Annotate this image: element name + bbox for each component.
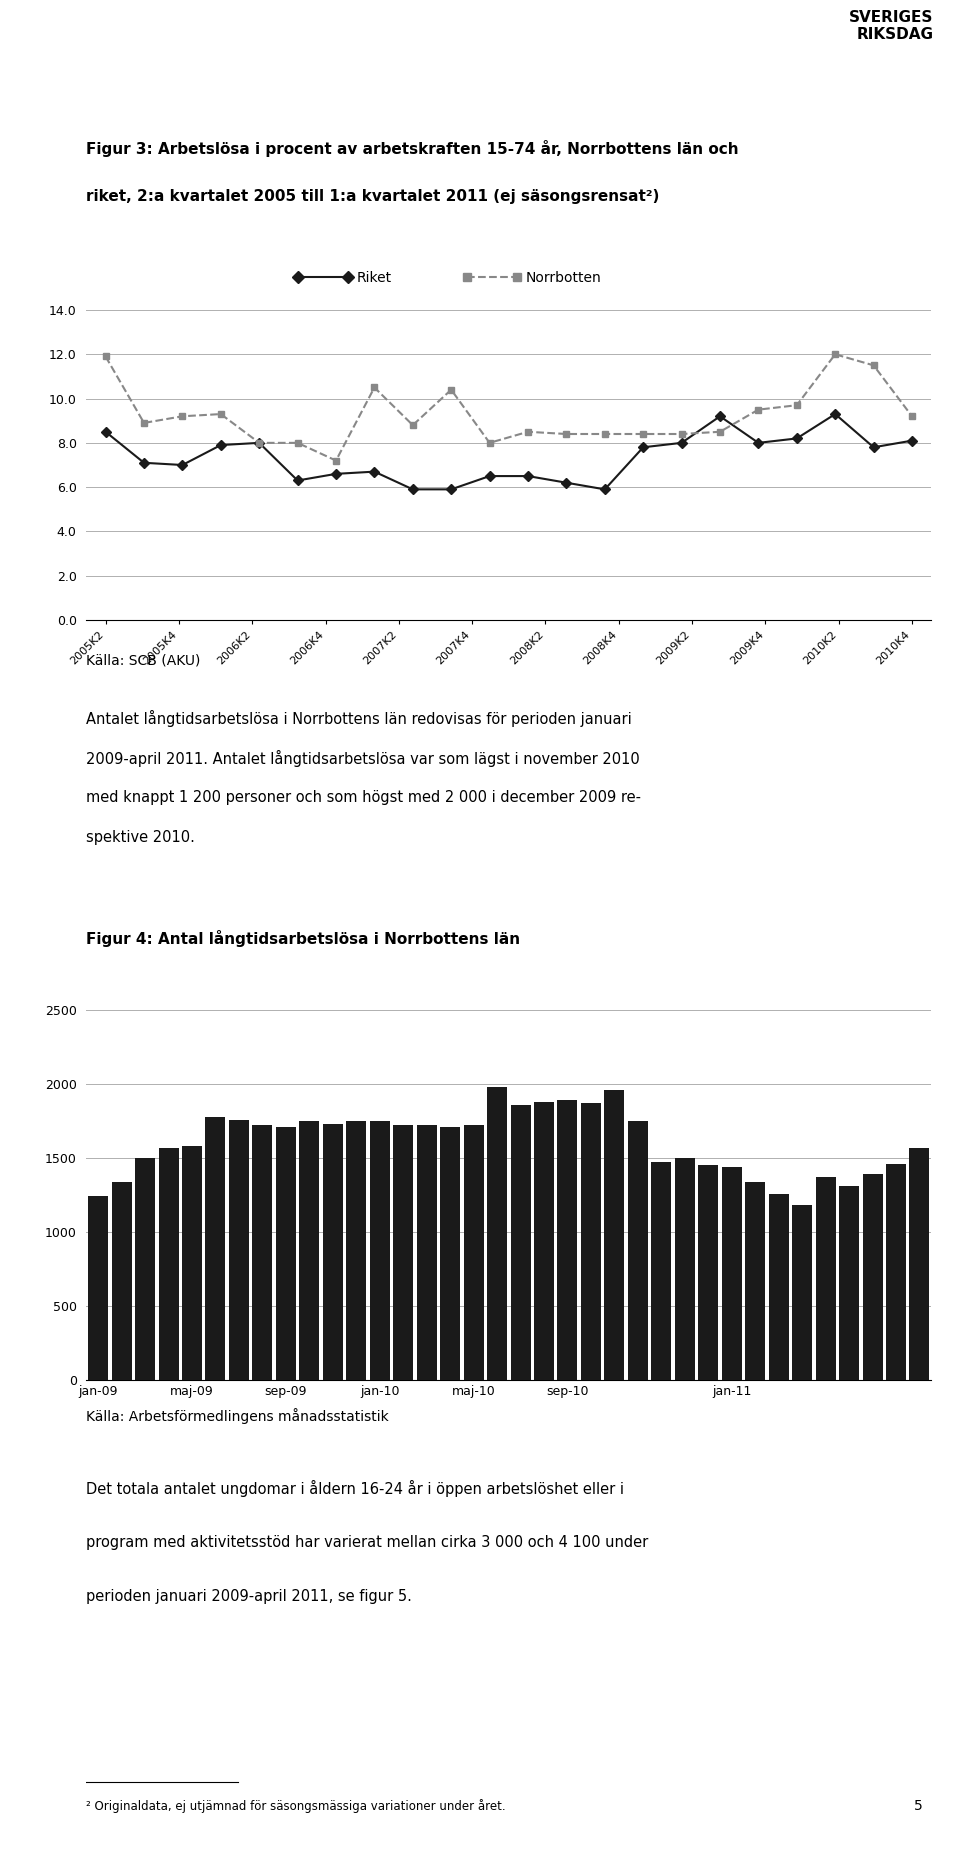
Text: 2009-april 2011. Antalet långtidsarbetslösa var som lägst i november 2010: 2009-april 2011. Antalet långtidsarbetsl… — [86, 749, 640, 768]
Bar — [651, 1163, 671, 1380]
Bar — [863, 1174, 882, 1380]
Text: Figur 3: Arbetslösa i procent av arbetskraften 15-74 år, Norrbottens län och: Figur 3: Arbetslösa i procent av arbetsk… — [86, 140, 739, 157]
Bar — [816, 1178, 835, 1380]
Bar — [745, 1182, 765, 1380]
Bar — [558, 1099, 578, 1380]
Text: med knappt 1 200 personer och som högst med 2 000 i december 2009 re-: med knappt 1 200 personer och som högst … — [86, 790, 641, 805]
Bar — [135, 1158, 155, 1380]
Bar — [511, 1105, 531, 1380]
Bar — [417, 1126, 437, 1380]
Text: SVERIGES
RIKSDAG: SVERIGES RIKSDAG — [850, 9, 933, 41]
Bar — [300, 1122, 320, 1380]
Text: Det totala antalet ungdomar i åldern 16-24 år i öppen arbetslöshet eller i: Det totala antalet ungdomar i åldern 16-… — [86, 1480, 624, 1497]
Bar — [440, 1128, 460, 1380]
Bar — [88, 1197, 108, 1380]
Bar — [909, 1148, 929, 1380]
Bar — [605, 1090, 624, 1380]
Text: Antalet långtidsarbetslösa i Norrbottens län redovisas för perioden januari: Antalet långtidsarbetslösa i Norrbottens… — [86, 710, 632, 727]
Bar — [158, 1148, 179, 1380]
Bar — [394, 1126, 413, 1380]
Text: Riket: Riket — [357, 270, 392, 285]
Bar — [769, 1193, 789, 1380]
Bar — [534, 1101, 554, 1380]
Bar — [182, 1146, 202, 1380]
Text: perioden januari 2009-april 2011, se figur 5.: perioden januari 2009-april 2011, se fig… — [86, 1588, 412, 1603]
Bar — [675, 1158, 695, 1380]
Bar — [886, 1163, 906, 1380]
Text: 5: 5 — [914, 1798, 923, 1813]
Bar — [252, 1126, 273, 1380]
Bar — [792, 1206, 812, 1380]
Bar — [581, 1103, 601, 1380]
Bar — [323, 1124, 343, 1380]
Text: Källa: Arbetsförmedlingens månadsstatistik: Källa: Arbetsförmedlingens månadsstatist… — [86, 1408, 389, 1423]
Text: Figur 4: Antal långtidsarbetslösa i Norrbottens län: Figur 4: Antal långtidsarbetslösa i Norr… — [86, 931, 520, 948]
Text: ² Originaldata, ej utjämnad för säsongsmässiga variationer under året.: ² Originaldata, ej utjämnad för säsongsm… — [86, 1798, 506, 1813]
Bar — [228, 1120, 249, 1380]
Bar — [276, 1128, 296, 1380]
Text: spektive 2010.: spektive 2010. — [86, 830, 195, 845]
Bar — [464, 1126, 484, 1380]
Text: Källa: SCB (AKU): Källa: SCB (AKU) — [86, 654, 201, 667]
Bar — [698, 1165, 718, 1380]
Bar — [628, 1122, 648, 1380]
Bar — [370, 1122, 390, 1380]
Bar — [111, 1182, 132, 1380]
Bar — [205, 1116, 226, 1380]
Text: riket, 2:a kvartalet 2005 till 1:a kvartalet 2011 (ej säsongsrensat²): riket, 2:a kvartalet 2005 till 1:a kvart… — [86, 189, 660, 204]
Text: program med aktivitetsstöd har varierat mellan cirka 3 000 och 4 100 under: program med aktivitetsstöd har varierat … — [86, 1534, 649, 1549]
Text: Norrbotten: Norrbotten — [526, 270, 602, 285]
Bar — [487, 1086, 507, 1380]
Bar — [722, 1167, 742, 1380]
Bar — [839, 1186, 859, 1380]
Bar — [347, 1122, 366, 1380]
